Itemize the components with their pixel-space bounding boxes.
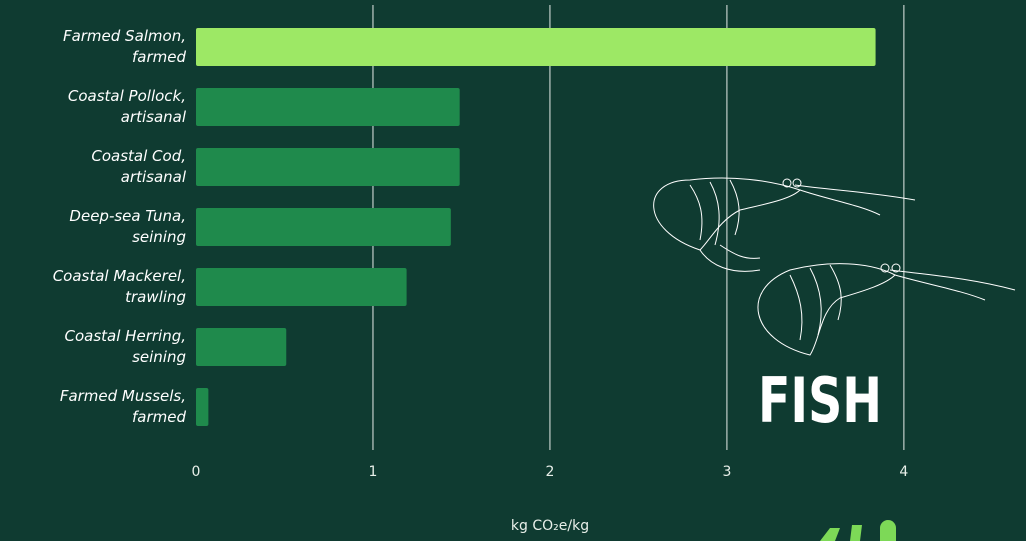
bar [196, 208, 451, 246]
y-tick-label: Coastal Mackerel, trawling [52, 267, 186, 306]
y-tick-label: Farmed Mussels, farmed [59, 387, 186, 426]
x-tick-label: 4 [899, 464, 908, 480]
logo-fragment [820, 520, 896, 541]
x-tick-label: 2 [545, 464, 554, 480]
y-tick-label: Coastal Cod, artisanal [91, 147, 186, 186]
shrimp-illustration [653, 177, 1016, 356]
y-tick-label: Deep-sea Tuna, seining [69, 207, 186, 246]
y-tick-label: Coastal Herring, seining [64, 327, 186, 366]
x-tick-label: 0 [192, 464, 201, 480]
bar [196, 388, 209, 426]
bar [196, 88, 460, 126]
bar [196, 268, 407, 306]
bar [196, 28, 876, 66]
x-axis-title: kg CO₂e/kg [511, 518, 589, 534]
y-tick-label: Coastal Pollock, artisanal [67, 87, 186, 126]
bar [196, 328, 287, 366]
bar [196, 148, 460, 186]
y-tick-label: Farmed Salmon, farmed [62, 27, 186, 66]
annotation: FISH [758, 364, 882, 437]
x-tick-label: 3 [722, 464, 731, 480]
x-tick-label: 1 [369, 464, 378, 480]
